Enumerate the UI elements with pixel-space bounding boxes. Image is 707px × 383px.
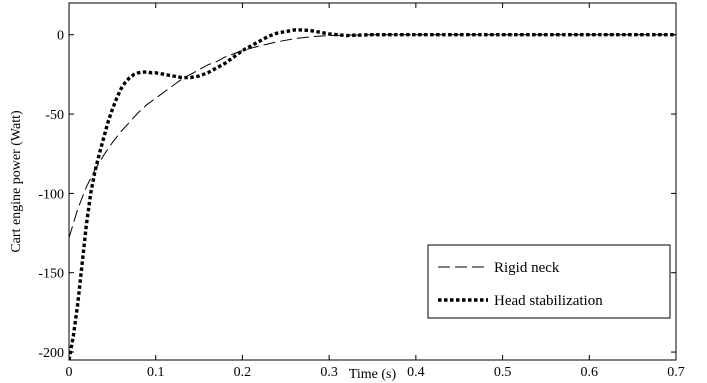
legend: Rigid neck Head stabilization [427, 244, 671, 319]
x-tick-label: 0.7 [667, 365, 685, 380]
axis-ticks [68, 3, 677, 360]
x-tick-label: 0.3 [320, 365, 338, 380]
x-tick-label: 0.6 [581, 365, 599, 380]
y-axis-label: Cart engine power (Watt) [9, 110, 24, 253]
series-line-rigid-neck [69, 34, 676, 238]
axis-tick-labels: 0 0.1 0.2 0.3 0.4 0.5 0.6 0.7 0 -50 -100 -150 -200 [38, 29, 684, 380]
y-tick-label: -200 [38, 346, 64, 361]
series-lines [69, 28, 676, 360]
legend-box [427, 244, 671, 319]
y-tick-label: -50 [45, 108, 64, 123]
x-tick-label: 0 [66, 365, 73, 380]
plot-frame [68, 2, 677, 361]
series-line-head-stabilization [69, 28, 676, 360]
y-tick-label: -100 [38, 187, 64, 202]
x-tick-label: 0.1 [147, 365, 165, 380]
legend-label-rigid-neck: Rigid neck [494, 260, 560, 276]
y-tick-label: -150 [38, 267, 64, 282]
x-tick-label: 0.5 [494, 365, 512, 380]
x-axis-label: Time (s) [349, 367, 397, 382]
legend-label-head-stabilization: Head stabilization [494, 293, 603, 309]
x-tick-label: 0.2 [234, 365, 252, 380]
x-tick-label: 0.4 [407, 365, 425, 380]
y-tick-label: 0 [57, 29, 64, 44]
